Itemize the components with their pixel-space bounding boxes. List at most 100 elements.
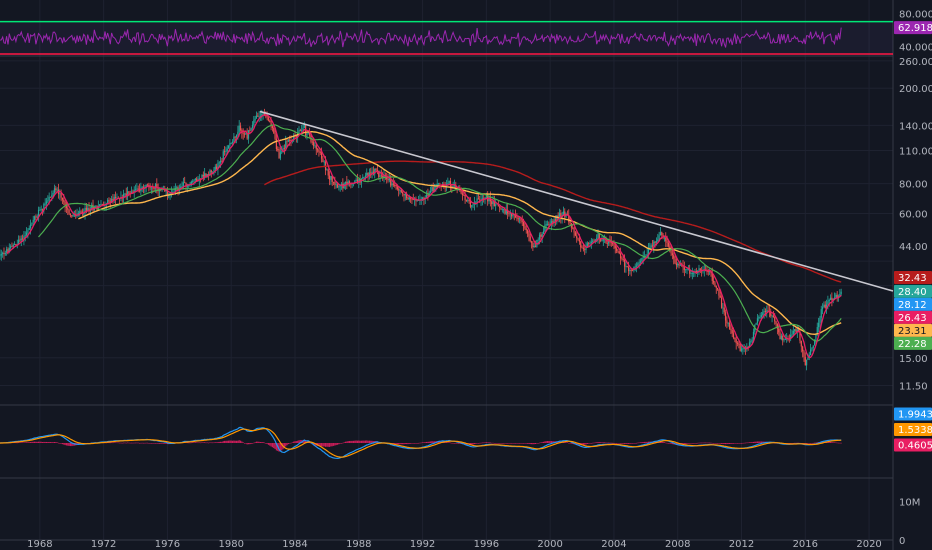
candle[interactable] [198, 178, 200, 181]
candle[interactable] [560, 213, 562, 218]
candle[interactable] [251, 124, 254, 129]
candle[interactable] [172, 191, 174, 193]
candle[interactable] [639, 261, 642, 263]
candle[interactable] [85, 207, 87, 211]
candle[interactable] [154, 184, 157, 189]
candle[interactable] [193, 180, 195, 182]
candle[interactable] [465, 199, 468, 201]
candle[interactable] [724, 312, 727, 321]
candle[interactable] [180, 186, 182, 189]
candle[interactable] [261, 113, 263, 117]
candle[interactable] [646, 254, 648, 256]
candle[interactable] [714, 282, 716, 287]
candle[interactable] [59, 193, 61, 195]
candle[interactable] [529, 236, 531, 242]
candle[interactable] [196, 178, 198, 182]
candle[interactable] [309, 132, 311, 136]
candle[interactable] [739, 344, 741, 351]
candle[interactable] [606, 243, 608, 244]
candle[interactable] [584, 249, 586, 251]
candle[interactable] [508, 213, 510, 215]
candle[interactable] [437, 183, 440, 185]
candle[interactable] [275, 138, 278, 149]
candle[interactable] [233, 136, 235, 142]
candle[interactable] [410, 197, 412, 199]
candle[interactable] [630, 270, 632, 271]
candle[interactable] [88, 208, 90, 212]
candle[interactable] [267, 117, 270, 121]
candle[interactable] [650, 245, 652, 248]
candle[interactable] [738, 343, 740, 345]
candle[interactable] [713, 280, 715, 283]
candle[interactable] [274, 132, 276, 139]
candle[interactable] [99, 204, 101, 207]
candle[interactable] [533, 245, 535, 248]
candle[interactable] [362, 177, 364, 179]
candle[interactable] [122, 194, 125, 199]
candle[interactable] [414, 199, 416, 201]
candle[interactable] [823, 304, 825, 308]
candle[interactable] [686, 269, 688, 270]
candle[interactable] [763, 310, 765, 313]
candle[interactable] [771, 315, 773, 317]
candle[interactable] [461, 193, 464, 195]
candle[interactable] [101, 203, 103, 205]
candle[interactable] [840, 291, 842, 294]
candle[interactable] [35, 216, 37, 218]
candle[interactable] [14, 243, 16, 246]
candle[interactable] [56, 189, 58, 191]
candle[interactable] [379, 175, 381, 177]
candle[interactable] [621, 258, 623, 260]
candle[interactable] [460, 189, 462, 194]
candle[interactable] [435, 186, 437, 189]
candle[interactable] [715, 286, 717, 288]
candle[interactable] [181, 186, 183, 187]
candle[interactable] [493, 200, 495, 207]
candle[interactable] [772, 315, 775, 318]
candle[interactable] [388, 176, 390, 181]
candle[interactable] [525, 228, 527, 231]
candle[interactable] [432, 187, 434, 192]
candle[interactable] [190, 181, 192, 185]
candle[interactable] [634, 266, 636, 268]
candle[interactable] [72, 215, 74, 217]
candle[interactable] [568, 215, 570, 222]
candle[interactable] [576, 235, 578, 239]
candle[interactable] [463, 194, 465, 196]
candle[interactable] [330, 176, 332, 180]
candle[interactable] [526, 230, 529, 234]
candle[interactable] [642, 257, 644, 259]
candle[interactable] [685, 269, 687, 271]
candle[interactable] [469, 200, 472, 207]
candle[interactable] [723, 307, 725, 313]
candle[interactable] [760, 315, 763, 317]
candle[interactable] [673, 255, 675, 259]
candle[interactable] [269, 120, 271, 123]
candle[interactable] [371, 171, 373, 174]
candle[interactable] [271, 126, 274, 129]
candle[interactable] [136, 188, 138, 190]
candle[interactable] [577, 238, 579, 240]
candle[interactable] [411, 198, 413, 200]
candle[interactable] [501, 209, 503, 211]
candle[interactable] [581, 247, 583, 249]
candle[interactable] [538, 234, 541, 240]
candle[interactable] [592, 240, 594, 242]
candle[interactable] [36, 216, 38, 218]
candle[interactable] [301, 130, 303, 132]
candle[interactable] [613, 243, 615, 246]
candle[interactable] [234, 136, 236, 138]
candle[interactable] [447, 183, 449, 185]
candle[interactable] [423, 197, 425, 199]
candle[interactable] [146, 184, 149, 186]
candle[interactable] [812, 345, 814, 348]
candle[interactable] [774, 317, 776, 322]
candle[interactable] [585, 246, 587, 250]
candle[interactable] [328, 175, 331, 180]
candle[interactable] [41, 209, 44, 211]
candle[interactable] [689, 268, 691, 274]
candle[interactable] [39, 209, 41, 211]
candle[interactable] [402, 192, 404, 194]
candle[interactable] [678, 263, 680, 266]
candle[interactable] [727, 322, 729, 324]
